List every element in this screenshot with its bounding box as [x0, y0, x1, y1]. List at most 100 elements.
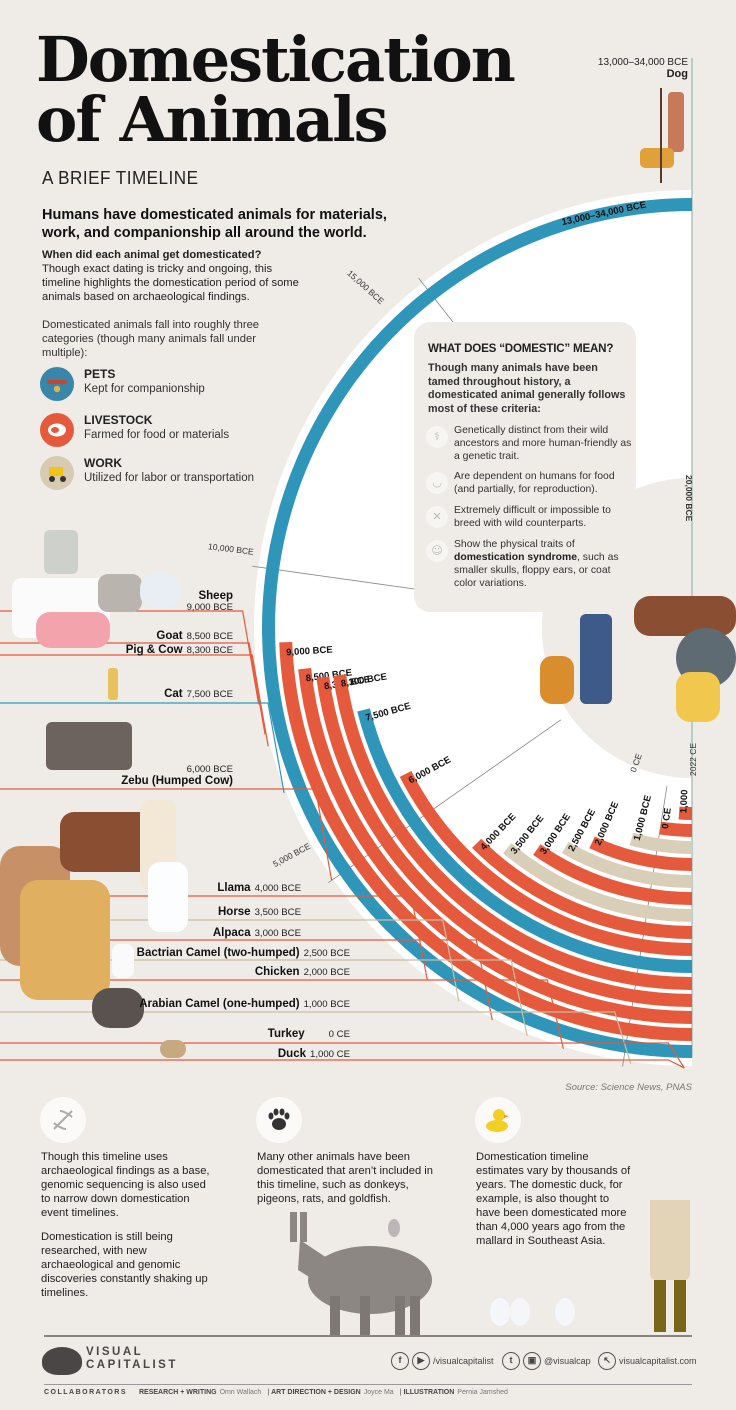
label-arabian-camel: Arabian Camel (one-humped) 1,000 BCE [139, 998, 350, 1010]
social-facebook-youtube[interactable]: f ▶ /visualcapitalist [391, 1352, 494, 1370]
legend-pets-desc: Kept for companionship [84, 383, 205, 395]
instagram-icon[interactable]: ▣ [523, 1352, 541, 1370]
label-llama: Llama 4,000 BCE [217, 882, 301, 894]
turkey-illustration [92, 988, 144, 1028]
legend-work-desc: Utilized for labor or transportation [84, 472, 255, 484]
legend-work: WORK Utilized for labor or transportatio… [40, 456, 280, 496]
youtube-icon[interactable]: ▶ [412, 1352, 430, 1370]
band-zebu-humped-cow- [399, 771, 692, 956]
tick-20000-bce: 20,000 BCE [684, 475, 694, 522]
hunter-illustration [668, 92, 684, 152]
footnote-2: Many other animals have been domesticate… [257, 1151, 434, 1205]
footer-illustrations [290, 1200, 690, 1336]
woman-illustration [676, 672, 720, 722]
chicken-illustration [112, 944, 134, 978]
label-cat: Cat 7,500 BCE [164, 688, 233, 700]
title-line-1: Domestication [36, 23, 516, 96]
band-label: 9,000 BCE [286, 645, 333, 659]
band-turkey [659, 821, 692, 837]
lede: Humans have domesticated animals for mat… [42, 207, 387, 241]
dog-name: Dog [666, 68, 688, 80]
visual-capitalist-logo[interactable]: VISUAL CAPITALIST [42, 1345, 202, 1377]
band-cat [357, 708, 692, 973]
band-label: 0 CE [660, 807, 674, 829]
herder-illustration [44, 530, 78, 574]
domestic-definition-box: WHAT DOES “DOMESTIC” MEAN? Though many a… [414, 322, 636, 612]
facebook-icon[interactable]: f [391, 1352, 409, 1370]
social-handle-2[interactable]: @visualcap [544, 1356, 591, 1366]
label-turkey: Turkey 0 CE [267, 1028, 350, 1040]
alpaca-illustration [148, 862, 188, 932]
tick-2022-ce: 2022 CE [688, 742, 698, 776]
band-horse [503, 843, 692, 922]
criterion-text: Are dependent on humans for food (and pa… [454, 471, 615, 495]
leader-line [0, 919, 460, 1002]
logo-mark-icon [42, 1347, 82, 1375]
band-pig-cow [333, 674, 692, 991]
no-breed-icon: ✕ [426, 506, 448, 528]
question-body: Though exact dating is tricky and ongoin… [42, 263, 299, 303]
sheep-illustration [140, 574, 180, 608]
legend-livestock-desc: Farmed for food or materials [84, 429, 230, 441]
page-title: Domestication of Animals [36, 23, 516, 156]
rubber-duck-icon [475, 1097, 521, 1143]
twitter-icon[interactable]: t [502, 1352, 520, 1370]
intro-question: When did each animal get domesticated? T… [42, 248, 312, 304]
band-duck [678, 806, 692, 820]
label-goat: Goat 8,500 BCE [156, 630, 233, 642]
gridline [328, 719, 562, 883]
pig-illustration [36, 612, 110, 648]
question-heading: When did each animal get domesticated? [42, 249, 262, 261]
criterion-text: Genetically distinct from their wild anc… [454, 425, 632, 462]
dog-label: 13,000–34,000 BCE Dog [598, 57, 688, 80]
label-alpaca: Alpaca 3,000 BCE [212, 927, 301, 939]
legend-livestock: LIVESTOCK Farmed for food or materials [40, 413, 280, 453]
sidebox-heading: WHAT DOES “DOMESTIC” MEAN? [428, 342, 614, 355]
website-url[interactable]: visualcapitalist.com [619, 1356, 697, 1366]
cursor-icon: ↖ [598, 1352, 616, 1370]
geese-illustration [490, 1298, 575, 1326]
band-bactrian-camel-two-humped- [562, 841, 692, 888]
legend-work-name: WORK [84, 456, 122, 470]
legend-pets-name: PETS [84, 367, 116, 381]
head-profile-icon: ☺ [426, 540, 448, 562]
band-chicken [589, 836, 692, 871]
band-pig-cow [316, 676, 692, 1008]
footer-divider [44, 1384, 692, 1385]
legend-livestock-name: LIVESTOCK [84, 413, 153, 427]
farm-dog-illustration [540, 656, 574, 704]
collaborators: COLLABORATORS RESEARCH + WRITING Omri Wal… [44, 1389, 508, 1396]
paw-icon [256, 1097, 302, 1143]
subtitle: A BRIEF TIMELINE [42, 168, 199, 188]
label-bactrian-camel: Bactrian Camel (two-humped) 2,500 BCE [136, 947, 350, 959]
footnote-3: Domestication timeline estimates vary by… [476, 1151, 631, 1247]
farmer-illustration [580, 614, 612, 704]
dog-illustration [640, 148, 674, 168]
website-link[interactable]: ↖ visualcapitalist.com [598, 1352, 697, 1370]
legend-pets: PETS Kept for companionship [40, 367, 280, 407]
zebu-illustration [46, 722, 132, 770]
social-twitter-instagram[interactable]: t ▣ @visualcap [502, 1352, 591, 1370]
title-line-2: of Animals [36, 83, 389, 156]
footnote-1: Though this timeline uses archaeological… [41, 1151, 210, 1299]
band-alpaca [533, 844, 692, 905]
leader-line [0, 788, 333, 881]
horse-illustration [60, 812, 160, 872]
label-horse: Horse 3,500 BCE [217, 906, 301, 918]
leader-line [0, 959, 528, 1037]
goat-illustration [98, 574, 142, 612]
band-llama [472, 838, 692, 939]
leader-line [0, 1059, 685, 1069]
leader-line [0, 654, 269, 747]
leader-line [0, 1042, 685, 1069]
band-arabian-camel-one-humped- [629, 832, 692, 854]
leader-line [0, 979, 564, 1049]
label-zebu: 6,000 BCE Zebu (Humped Cow) [121, 764, 233, 787]
horse-head-illustration [634, 596, 736, 636]
arabian-camel-illustration [20, 880, 110, 1000]
social-handle-1[interactable]: /visualcapitalist [433, 1356, 494, 1366]
donkey-illustration [290, 1212, 432, 1336]
illustrations [0, 88, 736, 1058]
dog-date: 13,000–34,000 BCE [597, 57, 688, 68]
woman-with-duck-illustration [650, 1200, 690, 1332]
